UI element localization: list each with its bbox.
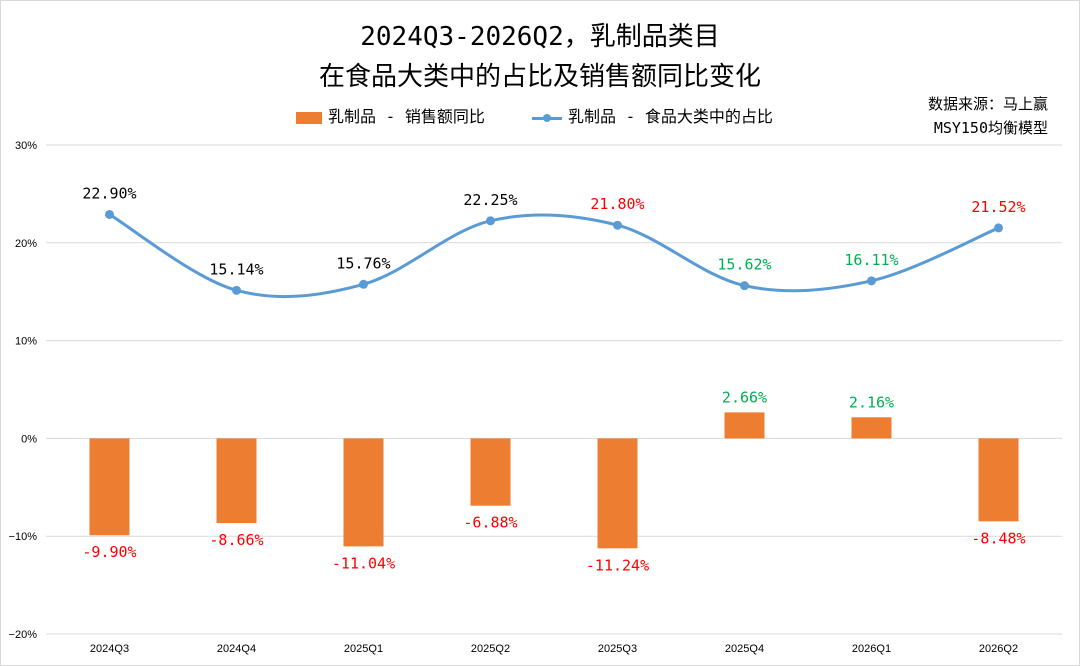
bar-label-2026Q1: 2.16% (849, 393, 894, 411)
bar-2026Q2 (978, 438, 1019, 522)
bar-2025Q3 (597, 438, 638, 549)
bar-2025Q1 (343, 438, 384, 547)
line-label-2025Q2: 22.25% (463, 191, 517, 209)
line-point-2025Q3 (613, 220, 622, 230)
x-tick-label-2: 2025Q1 (344, 643, 383, 655)
y-tick-label-4: −10% (9, 531, 38, 543)
line-point-2025Q4 (740, 281, 749, 291)
y-tick-label-5: −20% (9, 629, 38, 641)
line-point-2025Q2 (486, 216, 495, 226)
grid-layer: 30% 20% 10% 0% −10% −20% 2024Q3 2024Q4 2025Q1 202… (9, 140, 1062, 655)
bar-label-2025Q3: -11.24% (586, 556, 649, 574)
line-point-2026Q2 (994, 223, 1003, 233)
x-tick-label-4: 2025Q3 (598, 643, 637, 655)
line-label-2026Q2: 21.52% (971, 198, 1025, 216)
x-tick-label-6: 2026Q1 (852, 643, 891, 655)
x-tick-label-0: 2024Q3 (90, 643, 129, 655)
bar-label-2024Q3: -9.90% (82, 543, 136, 561)
bar-layer (89, 412, 1019, 549)
bar-2026Q1 (851, 417, 892, 439)
bar-label-2025Q1: -11.04% (332, 554, 395, 572)
line-label-2024Q3: 22.90% (82, 184, 136, 202)
line-share-series (108, 212, 1000, 299)
bar-2024Q4 (216, 438, 257, 524)
x-tick-label-5: 2025Q4 (725, 643, 764, 655)
bar-label-2025Q4: 2.66% (722, 388, 767, 406)
line-label-2026Q1: 16.11% (844, 251, 898, 269)
legend-bar-label: 乳制品 - 销售额同比 (328, 107, 485, 126)
y-tick-label-2: 10% (15, 336, 37, 348)
x-tick-label-1: 2024Q4 (217, 643, 256, 655)
label-layer: -9.90% -8.66% -11.04% -6.88% -11.24% 2.66% 2.1… (82, 184, 1025, 574)
line-point-2024Q4 (232, 285, 241, 295)
bar-2025Q2 (470, 438, 511, 506)
legend-item-bar: 乳制品 - 销售额同比 (296, 103, 485, 127)
line-label-2025Q1: 15.76% (336, 254, 390, 272)
bar-2024Q3 (89, 438, 130, 536)
bar-label-2026Q2: -8.48% (971, 529, 1025, 547)
line-label-2024Q4: 15.14% (209, 260, 263, 278)
x-tick-label-7: 2026Q2 (979, 643, 1018, 655)
line-point-2025Q1 (359, 279, 368, 289)
y-tick-label-0: 30% (15, 140, 37, 152)
chart-title-line2: 在食品大类中的占比及销售额同比变化 (318, 62, 761, 92)
source-line1: 数据来源：马上赢 (927, 95, 1048, 113)
line-point-2024Q3 (105, 209, 114, 219)
bar-label-2024Q4: -8.66% (209, 531, 263, 549)
bar-label-2025Q2: -6.88% (463, 514, 517, 532)
line-point-2026Q1 (867, 276, 876, 286)
chart-title-line1: 2024Q3-2026Q2，乳制品类目 (360, 22, 720, 52)
x-tick-label-3: 2025Q2 (471, 643, 510, 655)
y-tick-label-1: 20% (15, 238, 37, 250)
legend-item-line: 乳制品 - 食品大类中的占比 (532, 103, 773, 127)
line-label-2025Q3: 21.80% (590, 195, 644, 213)
y-tick-label-3: 0% (21, 433, 37, 445)
line-layer (105, 209, 1003, 299)
source-line2: MSY150均衡模型 (933, 119, 1048, 137)
bar-2025Q4 (724, 412, 765, 439)
legend-line-swatch (532, 112, 562, 124)
line-label-2025Q4: 15.62% (717, 256, 771, 274)
legend-line-label: 乳制品 - 食品大类中的占比 (568, 107, 773, 126)
data-source-note: 数据来源：马上赢 MSY150均衡模型 (928, 92, 1048, 140)
legend-bar-swatch (296, 111, 322, 124)
